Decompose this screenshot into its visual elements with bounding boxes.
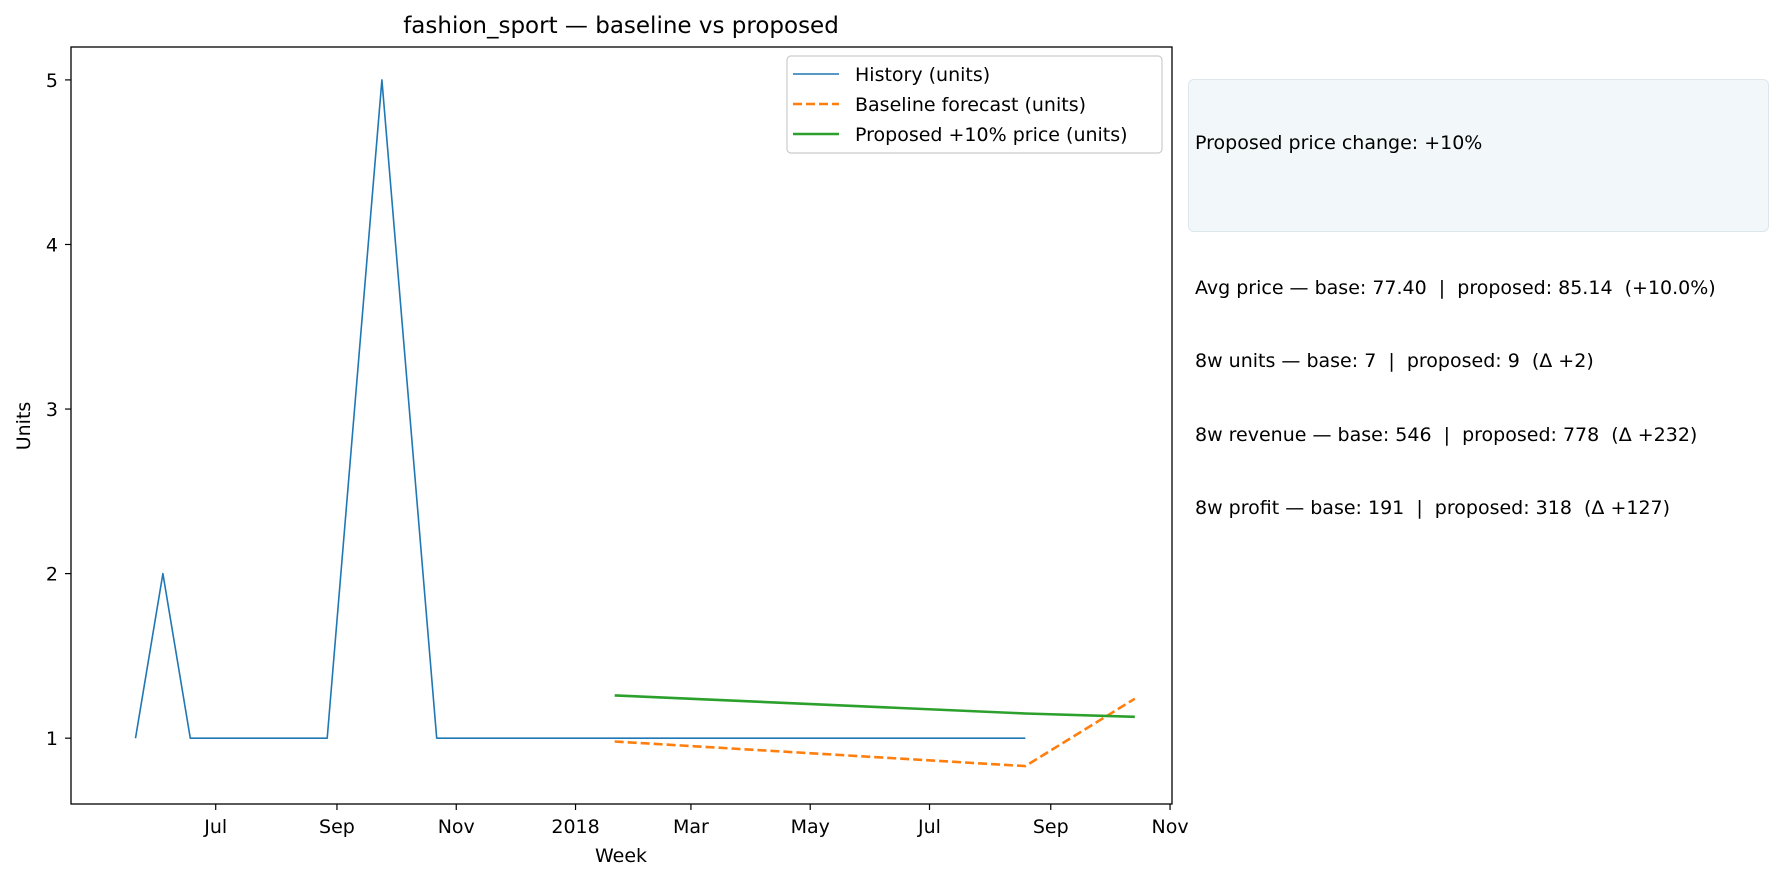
x-axis-label: Week: [595, 845, 647, 867]
units-line: 8w units — base: 7 | proposed: 9 (Δ +2): [1195, 350, 1594, 372]
series-layer: [134, 79, 1136, 768]
avg-price-line: Avg price — base: 77.40 | proposed: 85.1…: [1195, 276, 1716, 299]
legend-frame: [786, 55, 1163, 154]
baseline-forecast-line: [614, 697, 1136, 768]
legend-label-baseline: Baseline forecast (units): [855, 94, 1086, 116]
x-tick-label: Nov: [1151, 816, 1188, 838]
history-line: [134, 79, 1026, 740]
x-tick-label: Sep: [319, 816, 355, 838]
chart-title: fashion_sport — baseline vs proposed: [403, 13, 839, 39]
price-change-line: Proposed price change: +10%: [1195, 132, 1483, 154]
y-tick-label: 2: [46, 564, 58, 586]
x-tick-label: Nov: [438, 816, 475, 838]
x-tick-label: Mar: [673, 816, 709, 838]
legend: History (units) Baseline forecast (units…: [786, 55, 1163, 154]
x-tick-label: May: [791, 816, 830, 838]
y-tick-label: 5: [46, 70, 58, 92]
y-axis-label: Units: [13, 402, 35, 451]
x-tick-label: Jul: [917, 816, 941, 838]
y-tick-label: 3: [46, 399, 58, 421]
scenario-summary-box: Proposed price change: +10% Avg price — …: [1188, 79, 1769, 519]
y-axis: 1 2 3 4 5: [46, 70, 71, 750]
proposed-price-line: [614, 694, 1135, 719]
plot-frame: [70, 46, 1173, 805]
x-tick-label: Sep: [1033, 816, 1069, 838]
spacer: [1195, 205, 1762, 227]
revenue-line: 8w revenue — base: 546 | proposed: 778 (…: [1195, 423, 1698, 446]
x-axis: Jul Sep Nov 2018 Mar May Jul Sep Nov: [203, 804, 1189, 838]
x-tick-label: Jul: [203, 816, 227, 838]
y-tick-label: 1: [46, 728, 58, 750]
x-tick-label: 2018: [551, 816, 599, 838]
y-tick-label: 4: [46, 234, 58, 256]
legend-label-history: History (units): [855, 64, 990, 86]
profit-line: 8w profit — base: 191 | proposed: 318 (Δ…: [1195, 497, 1671, 519]
legend-label-proposed: Proposed +10% price (units): [855, 124, 1128, 146]
